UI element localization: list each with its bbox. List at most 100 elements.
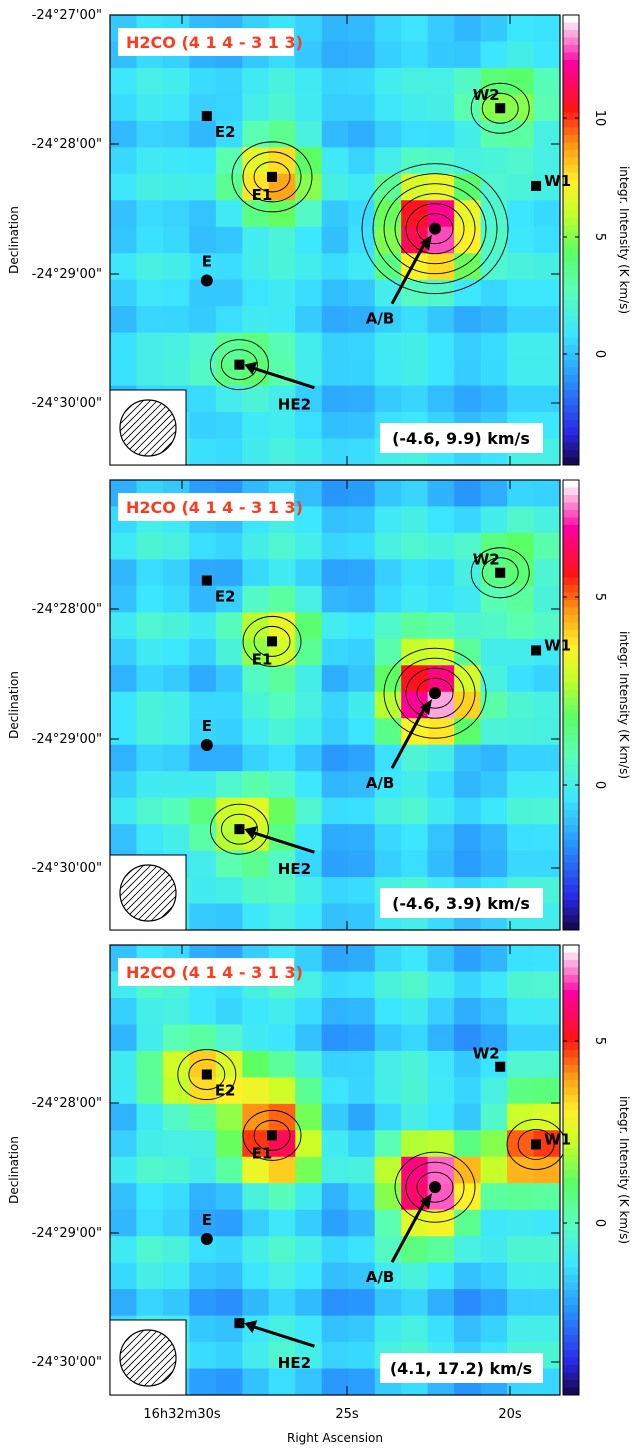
map-pixel	[454, 120, 481, 148]
map-pixel	[136, 279, 164, 307]
colorbar-step	[563, 255, 579, 263]
colorbar-title: integr. Intensity (K km/s)	[617, 631, 631, 779]
map-pixel	[533, 532, 561, 560]
colorbar-step	[563, 742, 579, 751]
map-pixel	[110, 359, 137, 386]
colorbar-step	[563, 1200, 579, 1208]
source-marker-square	[234, 359, 245, 370]
map-pixel	[215, 1156, 243, 1184]
map-pixel	[401, 797, 429, 825]
colorbar-step	[563, 1267, 579, 1276]
map-pixel	[162, 1077, 190, 1105]
map-pixel	[374, 585, 402, 613]
colorbar-step	[563, 862, 579, 871]
map-pixel	[295, 771, 323, 799]
map-pixel	[295, 971, 323, 999]
map-pixel	[215, 147, 243, 175]
colorbar-step	[563, 232, 579, 241]
map-pixel	[321, 1262, 349, 1290]
colorbar-step	[563, 630, 579, 638]
colorbar-step	[563, 127, 579, 136]
map-pixel	[136, 94, 164, 122]
map-pixel	[162, 200, 190, 228]
map-pixel	[507, 147, 534, 175]
y-tick-label: -24°30'00"	[32, 396, 102, 411]
colorbar-step	[563, 1140, 579, 1148]
map-pixel	[242, 385, 270, 413]
map-pixel	[321, 438, 349, 466]
map-pixel	[268, 585, 296, 613]
contour-line	[209, 339, 269, 391]
x-tick-label: 25s	[335, 1407, 359, 1422]
arrow-head	[244, 361, 258, 375]
map-pixel	[189, 797, 217, 825]
map-pixel	[454, 67, 481, 95]
map-pixel	[348, 41, 376, 69]
map-pixel	[348, 638, 376, 666]
map-pixel	[268, 665, 296, 693]
map-pixel	[507, 480, 534, 507]
map-pixel	[321, 612, 349, 640]
colorbar-step	[563, 120, 579, 128]
map-pixel	[215, 903, 243, 931]
map-pixel	[507, 744, 534, 772]
contour-line	[372, 173, 498, 285]
source-w2: W2	[473, 86, 506, 114]
map-pixel	[533, 506, 561, 534]
map-pixel	[295, 559, 323, 587]
arrow-head	[244, 826, 258, 840]
map-pixel	[480, 306, 508, 334]
map-pixel	[136, 120, 164, 148]
map-pixel	[110, 1130, 137, 1158]
x-tick-label: 16h32m30s	[143, 1407, 221, 1422]
source-label: HE2	[278, 396, 311, 414]
hatch-line	[120, 1330, 164, 1386]
map-pixel	[295, 253, 323, 281]
map-pixel	[295, 94, 323, 122]
map-pixel	[348, 15, 376, 42]
source-marker-circle	[200, 738, 213, 751]
map-pixel	[136, 1183, 164, 1211]
map-pixel	[110, 1183, 137, 1211]
colorbar-step	[563, 1312, 579, 1321]
map-pixel	[215, 1209, 243, 1237]
map-pixel	[507, 1183, 534, 1211]
map-pixel	[321, 971, 349, 999]
colorbar-step	[563, 487, 579, 496]
map-pixel	[348, 824, 376, 851]
velocity-label-text: (4.1, 17.2) km/s	[390, 1359, 532, 1378]
map-pixel	[162, 1183, 190, 1211]
map-pixel	[480, 1024, 508, 1052]
map-pixel	[268, 1183, 296, 1211]
contour-line	[231, 141, 313, 213]
map-pixel	[401, 585, 429, 613]
arrow-head	[420, 1193, 433, 1210]
map-pixel	[401, 147, 429, 175]
map-pixel	[348, 412, 376, 439]
colorbar-step	[563, 967, 579, 976]
map-pixel	[533, 253, 561, 281]
map-pixel	[348, 1289, 376, 1316]
map-pixel	[533, 480, 561, 507]
colorbar-step	[563, 757, 579, 766]
map-pixel	[348, 1130, 376, 1158]
map-pixel	[374, 718, 402, 746]
map-pixel	[427, 41, 455, 69]
map-pixel	[189, 585, 217, 613]
colorbar-step	[563, 1275, 579, 1283]
map-pixel	[162, 532, 190, 560]
source-label: E2	[215, 123, 236, 141]
map-pixel	[295, 226, 323, 254]
map-pixel	[189, 1289, 217, 1316]
map-pixel	[427, 997, 455, 1025]
source-w2: W2	[473, 551, 506, 578]
map-pixel	[268, 94, 296, 122]
map-pixel	[189, 1209, 217, 1237]
map-pixel	[321, 41, 349, 69]
map-pixel	[189, 1077, 217, 1105]
map-pixel	[189, 691, 217, 719]
source-label: E	[202, 252, 212, 270]
map-pixel	[136, 997, 164, 1025]
map-pixel	[295, 1342, 323, 1369]
